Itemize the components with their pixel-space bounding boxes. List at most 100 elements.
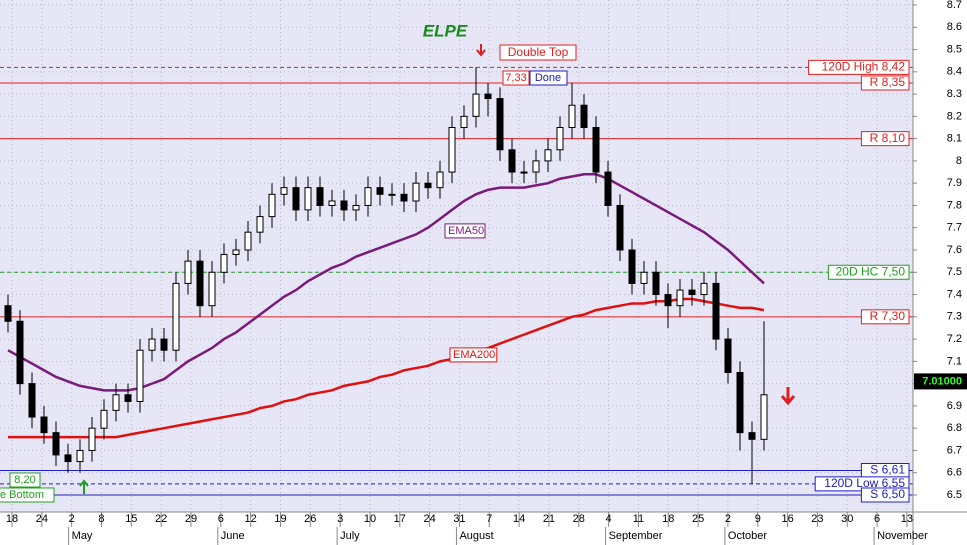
level-label-box bbox=[860, 487, 910, 503]
y-tick-label: 6.8 bbox=[947, 422, 962, 434]
candle-body bbox=[472, 93, 480, 117]
x-tick-label: 24 bbox=[36, 513, 48, 525]
candle-body bbox=[52, 432, 60, 456]
annotation: 7,33 bbox=[505, 72, 526, 84]
plot-background bbox=[0, 0, 913, 512]
candle-body bbox=[124, 394, 132, 402]
candle-body bbox=[592, 127, 600, 173]
candle-body bbox=[16, 320, 24, 385]
y-tick-label: 7.4 bbox=[947, 288, 962, 300]
candle-body bbox=[424, 182, 432, 189]
level-label-box bbox=[860, 75, 910, 91]
y-tick-label: 8.4 bbox=[947, 66, 962, 78]
y-tick-label: 8 bbox=[956, 155, 962, 167]
candle-body bbox=[232, 249, 240, 255]
candle-body bbox=[460, 115, 468, 129]
candle-body bbox=[112, 394, 120, 411]
y-tick-label: 7.6 bbox=[947, 244, 962, 256]
x-tick-label: 22 bbox=[155, 513, 167, 525]
y-tick-label: 6.5 bbox=[947, 489, 962, 501]
series-label-box bbox=[449, 347, 498, 363]
candle-body bbox=[496, 98, 504, 151]
x-tick-label: 2 bbox=[725, 513, 731, 525]
level-label: R 7,30 bbox=[870, 309, 906, 323]
candle-body bbox=[436, 171, 444, 189]
candle-body bbox=[328, 200, 336, 206]
candle-body bbox=[580, 104, 588, 128]
candle-body bbox=[100, 409, 108, 429]
x-tick-label: 3 bbox=[337, 513, 343, 525]
candle-body bbox=[40, 416, 48, 434]
series-label: EMA200 bbox=[453, 349, 495, 361]
x-tick-label: 4 bbox=[606, 513, 612, 525]
x-tick-label: 18 bbox=[662, 513, 674, 525]
y-tick-label: 8.2 bbox=[947, 110, 962, 122]
y-tick-label: 8.5 bbox=[947, 43, 962, 55]
candle-body bbox=[352, 204, 360, 211]
x-tick-label: 23 bbox=[811, 513, 823, 525]
candle-body bbox=[388, 193, 396, 196]
candle-body bbox=[244, 231, 252, 251]
candle-body bbox=[700, 282, 708, 296]
candle-body bbox=[256, 216, 264, 233]
arrow bbox=[79, 479, 89, 494]
y-tick-label: 7.9 bbox=[947, 177, 962, 189]
y-tick-label: 8.1 bbox=[947, 133, 962, 145]
candle-body bbox=[556, 127, 564, 151]
x-tick-label: 16 bbox=[781, 513, 793, 525]
candle-body bbox=[4, 305, 12, 322]
month-label: July bbox=[340, 530, 360, 542]
annotation-box bbox=[9, 472, 41, 488]
x-tick-label: 19 bbox=[274, 513, 286, 525]
level-label-box bbox=[808, 59, 910, 75]
candle-body bbox=[304, 187, 312, 211]
candle-body bbox=[664, 294, 672, 307]
level-label-box bbox=[827, 264, 910, 280]
annotation-box bbox=[0, 487, 55, 503]
candle-body bbox=[280, 187, 288, 195]
candle-body bbox=[676, 289, 684, 307]
candle-body bbox=[544, 149, 552, 162]
x-tick-label: 10 bbox=[364, 513, 376, 525]
y-tick-label: 7.7 bbox=[947, 222, 962, 234]
x-tick-label: 6 bbox=[874, 513, 880, 525]
candle-body bbox=[76, 449, 84, 463]
x-tick-label: 12 bbox=[245, 513, 257, 525]
candle-body bbox=[316, 187, 324, 206]
x-tick-label: 8 bbox=[98, 513, 104, 525]
candle-body bbox=[628, 249, 636, 284]
candle-body bbox=[160, 338, 168, 351]
x-tick-label: 26 bbox=[304, 513, 316, 525]
ema-line bbox=[7, 173, 765, 392]
candle-body bbox=[220, 253, 228, 273]
candle-body bbox=[568, 104, 576, 128]
level-label: 120D Low 6,55 bbox=[824, 476, 905, 490]
month-label: August bbox=[459, 530, 493, 542]
candle-body bbox=[688, 289, 696, 296]
x-tick-label: 2 bbox=[69, 513, 75, 525]
candle-body bbox=[508, 149, 516, 173]
x-tick-label: 17 bbox=[394, 513, 406, 525]
y-tick-label: 6.6 bbox=[947, 467, 962, 479]
level-label-box bbox=[860, 309, 910, 325]
candle-body bbox=[88, 427, 96, 451]
candle-body bbox=[748, 432, 756, 440]
candle-body bbox=[736, 372, 744, 434]
x-tick-label: 15 bbox=[125, 513, 137, 525]
candle-body bbox=[376, 187, 384, 195]
x-tick-label: 30 bbox=[841, 513, 853, 525]
chart-title: ELPE bbox=[423, 21, 468, 40]
candle-body bbox=[184, 260, 192, 284]
candle-body bbox=[64, 454, 72, 463]
candle-body bbox=[760, 394, 768, 440]
y-tick-label: 8.6 bbox=[947, 21, 962, 33]
x-tick-label: 28 bbox=[573, 513, 585, 525]
candle-body bbox=[364, 187, 372, 206]
axis-background bbox=[913, 0, 967, 512]
y-tick-label: 6.9 bbox=[947, 400, 962, 412]
candle-body bbox=[340, 200, 348, 211]
y-tick-label: 7.8 bbox=[947, 199, 962, 211]
candle-body bbox=[448, 127, 456, 173]
y-tick-label: 8.3 bbox=[947, 88, 962, 100]
x-tick-label: 11 bbox=[633, 513, 644, 525]
